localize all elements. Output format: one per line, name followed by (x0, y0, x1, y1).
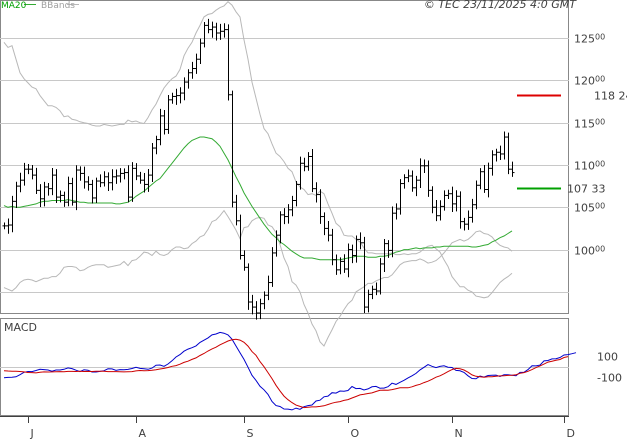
time-tick-label: S (247, 427, 254, 440)
price-tick-label: 12500 (574, 33, 605, 46)
signal-line (3, 338, 569, 409)
time-tick-label: D (567, 427, 575, 440)
moving-average (3, 136, 513, 261)
resistance-label: 118 24 (594, 90, 627, 103)
band-lower-line (3, 209, 513, 347)
price-tick-label: 10000 (574, 245, 605, 258)
price-panel-frame (0, 0, 569, 314)
macd-lines (3, 331, 577, 411)
support-label: 107 33 (567, 183, 606, 196)
time-tick-label: N (455, 427, 463, 440)
ma20-line (3, 136, 513, 261)
price-tick-label: 12000 (574, 75, 605, 88)
price-axis-labels: 10000 10500 11000 11500 12000 12500 (574, 33, 605, 258)
time-tick-label: A (139, 427, 147, 440)
price-tick-label: 11500 (574, 118, 605, 131)
macd-axis-labels: 100 -100 (597, 350, 622, 384)
macd-tick-label: 100 (597, 350, 618, 363)
price-tick-label: 11000 (574, 160, 605, 173)
bollinger-bands (3, 1, 513, 347)
price-bars (2, 18, 515, 320)
copyright-timestamp: © TEC 23/11/2025 4:0 GMT (424, 0, 577, 11)
ma-legend-label: MA20 (1, 1, 27, 11)
price-grid (0, 38, 569, 293)
macd-panel-title: MACD (4, 321, 37, 334)
price-tick-label: 10500 (574, 202, 605, 215)
band-upper-line (3, 1, 513, 299)
time-tick-label: O (351, 427, 360, 440)
support-resistance-levels: 118 24 107 33 (517, 90, 627, 196)
macd-tick-label: -100 (597, 372, 622, 385)
bb-legend-label: BBands (41, 1, 75, 11)
time-tick-label: J (30, 427, 34, 440)
